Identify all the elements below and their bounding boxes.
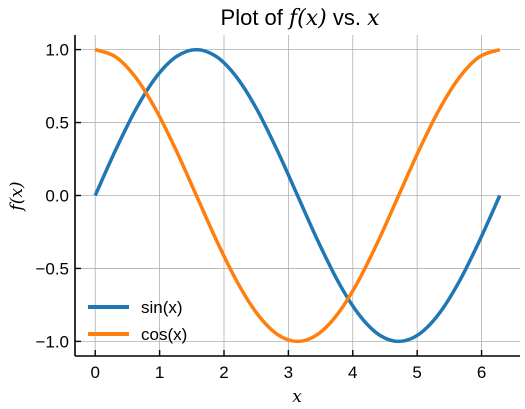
y-tick-label: −1.0 [35, 332, 69, 351]
y-axis-ticks: −1.0 −0.5 0.0 0.5 1.0 [35, 41, 81, 351]
grid-lines [75, 35, 520, 356]
y-axis-label: f(x) [7, 181, 27, 212]
y-tick-label: 0.5 [45, 114, 69, 133]
x-tick-label: 6 [477, 363, 486, 382]
legend-label: sin(x) [141, 298, 183, 317]
x-tick-label: 4 [348, 363, 357, 382]
chart-title-math-fx: f(x) [287, 6, 327, 31]
series-line-sin [93, 47, 502, 344]
legend: sin(x) cos(x) [88, 298, 187, 344]
legend-label: cos(x) [141, 325, 187, 344]
chart-title-prefix: Plot of [221, 5, 289, 30]
x-tick-label: 3 [284, 363, 293, 382]
y-tick-label: 0.0 [45, 187, 69, 206]
chart-title-math-x: x [367, 6, 380, 31]
chart-title-middle: vs. [327, 5, 367, 30]
x-tick-label: 2 [219, 363, 228, 382]
series-lines [93, 47, 502, 344]
y-tick-label: −0.5 [35, 259, 69, 278]
x-axis-ticks: 0 1 2 3 4 5 6 [90, 350, 486, 382]
y-tick-label: 1.0 [45, 41, 69, 60]
series-line-cos [94, 47, 501, 344]
x-tick-label: 5 [412, 363, 421, 382]
x-tick-label: 0 [90, 363, 99, 382]
x-axis-label: x [292, 387, 302, 407]
x-tick-label: 1 [155, 363, 164, 382]
chart-title: Plot of f(x) vs. x [221, 5, 381, 31]
